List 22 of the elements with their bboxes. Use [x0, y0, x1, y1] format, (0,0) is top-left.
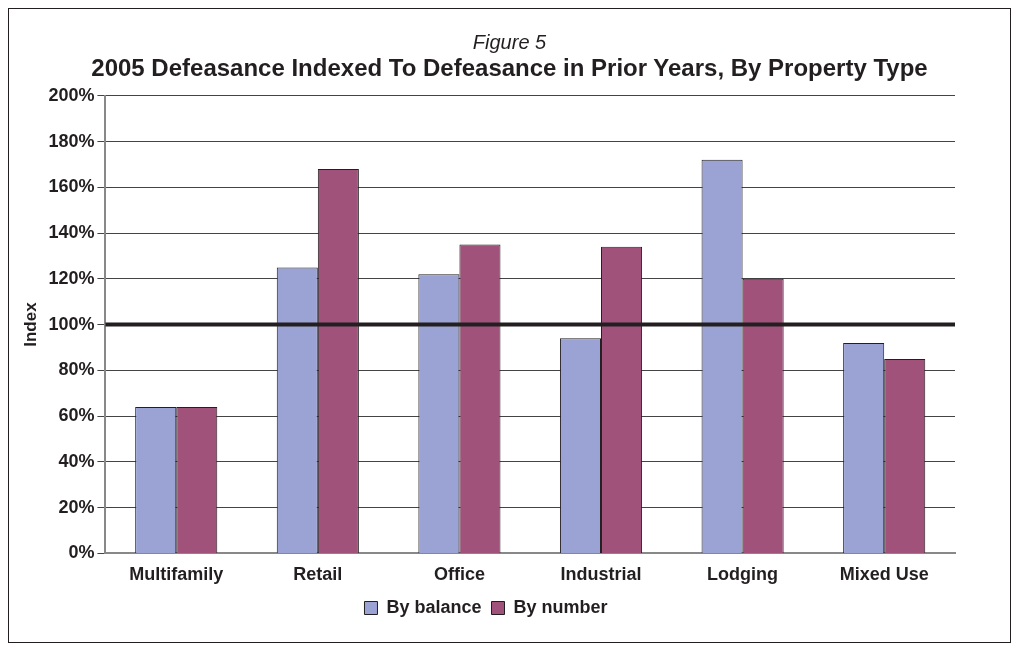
x-tick-label: Retail [293, 564, 343, 585]
chart-title: 2005 Defeasance Indexed To Defeasance in Prior Years, By Property Type [90, 54, 929, 82]
x-tick-label: Mixed Use [839, 564, 929, 585]
y-tick-label: 20% [58, 496, 95, 517]
y-tick-label: 80% [58, 359, 95, 380]
x-tick-label: Lodging [707, 564, 779, 585]
legend-label: By balance [386, 596, 482, 617]
y-tick-label: 0% [68, 542, 95, 563]
y-tick-label: 200% [48, 84, 95, 105]
y-tick-label: 160% [48, 176, 95, 197]
y-tick-label: 180% [48, 130, 95, 151]
y-tick-label: 40% [58, 450, 95, 471]
x-tick-label: Multifamily [129, 564, 224, 585]
y-axis-title: Index [20, 301, 40, 347]
y-tick-label: 60% [58, 405, 95, 426]
legend-label: By number [513, 596, 608, 617]
y-tick-label: 120% [48, 267, 95, 288]
x-tick-label: Office [433, 564, 485, 585]
y-tick-label: 100% [48, 313, 95, 334]
y-tick-label: 140% [48, 222, 95, 243]
x-tick-label: Industrial [560, 564, 642, 585]
chart-subtitle: Figure 5 [471, 31, 548, 54]
